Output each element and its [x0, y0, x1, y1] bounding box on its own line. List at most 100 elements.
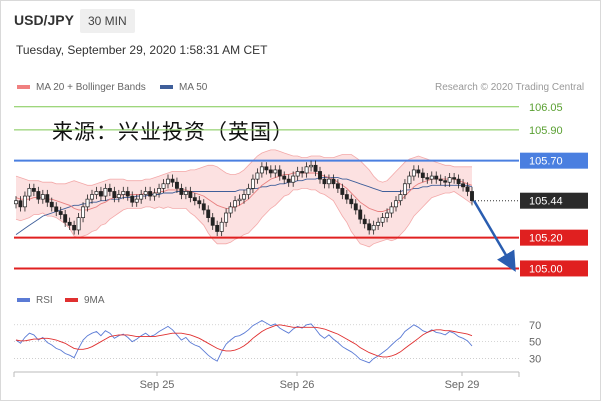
level-label-106.05: 106.05: [529, 102, 563, 114]
x-tick-label: Sep 26: [280, 379, 315, 391]
candle-down: [148, 191, 153, 197]
candle-down: [420, 172, 425, 178]
candlesticks: [14, 160, 474, 237]
candle-down: [210, 217, 215, 226]
candle-up: [139, 194, 144, 200]
candle-up: [183, 191, 188, 195]
level-label-105.00: 105.00: [529, 263, 563, 275]
x-tick-label: Sep 25: [140, 379, 175, 391]
candle-up: [304, 166, 309, 174]
candle-down: [18, 200, 23, 208]
candle-down: [300, 171, 305, 174]
candle-down: [344, 194, 349, 200]
legend-rsi-swatch: [17, 298, 30, 303]
current-price-marker: 105.44: [472, 192, 588, 209]
candle-down: [54, 206, 59, 212]
level-label-105.20: 105.20: [529, 233, 563, 245]
legend-rsi: RSI: [17, 295, 53, 306]
candle-up: [85, 198, 90, 208]
legend-9ma-swatch: [65, 298, 78, 303]
candle-down: [72, 224, 77, 231]
candle-down: [107, 188, 112, 192]
candle-down: [461, 183, 466, 188]
candle-down: [425, 177, 430, 180]
candle-up: [157, 188, 162, 194]
candle-up: [295, 171, 300, 177]
candle-down: [67, 221, 72, 226]
candle-down: [63, 214, 68, 223]
support-resistance-levels: 106.05 105.90 105.70 105.20 105.00: [14, 102, 588, 277]
candle-up: [81, 206, 86, 218]
candle-up: [398, 194, 403, 202]
candle-down: [452, 177, 457, 180]
candle-up: [134, 198, 139, 203]
candle-up: [224, 212, 229, 223]
candle-up: [40, 194, 45, 200]
candle-down: [36, 191, 41, 200]
rsi-tick-50: 50: [529, 337, 541, 349]
candle-down: [465, 186, 470, 192]
candle-down: [470, 191, 474, 202]
candle-up: [273, 169, 278, 174]
candle-down: [206, 209, 211, 218]
forecast-arrow: [472, 200, 516, 272]
level-badge-105.00: [520, 260, 588, 277]
candle-down: [179, 188, 184, 195]
candle-up: [371, 224, 376, 231]
rsi-9ma-line: [15, 324, 473, 358]
candle-up: [385, 212, 390, 218]
candle-up: [402, 183, 407, 195]
timeframe-badge[interactable]: 30 MIN: [80, 9, 135, 33]
candle-down: [438, 178, 443, 182]
candle-down: [112, 191, 117, 198]
x-axis: Sep 25 Sep 26 Sep 29: [13, 371, 520, 391]
candle-down: [45, 194, 50, 203]
candle-up: [291, 175, 296, 183]
current-price-badge: [520, 192, 588, 209]
level-label-105.90: 105.90: [529, 125, 563, 137]
candle-down: [322, 178, 327, 185]
candle-up: [411, 169, 416, 177]
legend-ma50-swatch: [160, 85, 173, 90]
copyright-text: Research © 2020 Trading Central: [435, 82, 585, 93]
candle-down: [125, 191, 130, 197]
x-tick-label: Sep 29: [445, 379, 480, 391]
candle-down: [443, 180, 448, 183]
candle-up: [242, 194, 246, 200]
candle-down: [188, 191, 193, 198]
candle-down: [98, 191, 103, 197]
candle-up: [237, 198, 242, 202]
candle-down: [340, 188, 345, 195]
candle-down: [58, 211, 63, 215]
candle-up: [246, 188, 251, 195]
candle-down: [367, 223, 372, 231]
candle-up: [152, 192, 157, 197]
candle-up: [309, 164, 314, 168]
legend-rsi-label: RSI: [36, 295, 53, 306]
forecast-arrow-line: [472, 200, 516, 272]
candle-down: [313, 164, 318, 172]
candle-down: [264, 166, 269, 171]
candle-down: [130, 195, 135, 203]
candle-down: [416, 169, 421, 174]
candle-down: [353, 203, 358, 211]
legend-ma20-bb: MA 20 + Bollinger Bands: [17, 82, 146, 93]
candle-down: [349, 198, 354, 205]
candle-up: [394, 200, 398, 208]
candle-up: [94, 191, 99, 195]
candle-up: [376, 221, 381, 226]
rsi-tick-70: 70: [529, 320, 541, 332]
candle-down: [318, 171, 322, 180]
legend-9ma: 9MA: [65, 295, 105, 306]
candle-down: [456, 178, 461, 185]
candle-down: [49, 201, 54, 208]
rsi-panel: 70 50 30: [14, 320, 541, 366]
level-label-105.70: 105.70: [529, 156, 563, 168]
candle-down: [331, 178, 336, 185]
timestamp: Tuesday, September 29, 2020 1:58:31 AM C…: [16, 43, 268, 57]
candle-down: [197, 200, 202, 205]
candle-up: [116, 194, 121, 198]
candle-up: [27, 188, 32, 197]
